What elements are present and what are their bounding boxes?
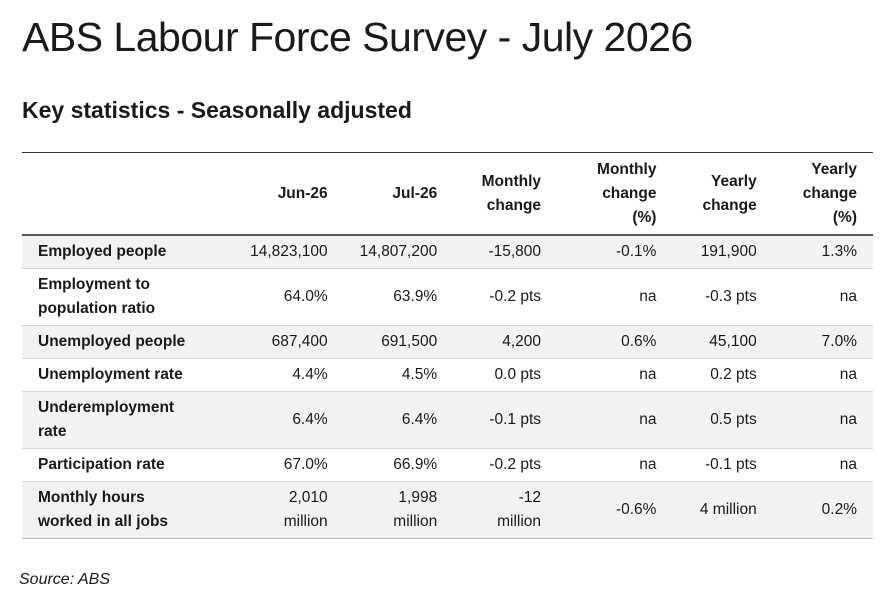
column-header: Yearly change [672, 152, 773, 236]
table-cell: -0.3 pts [672, 268, 773, 326]
row-label: Participation rate [22, 448, 235, 482]
header-blank-cell [22, 152, 235, 236]
table-cell: 0.0 pts [453, 358, 558, 392]
table-cell: -0.2 pts [453, 448, 558, 482]
table-cell: 4.5% [343, 358, 454, 392]
table-cell: -12 million [453, 481, 558, 539]
table-cell: 4.4% [234, 358, 344, 392]
table-cell: 191,900 [672, 235, 773, 269]
table-cell: 691,500 [343, 325, 454, 359]
key-statistics-table: Jun-26 Jul-26 Monthly change Monthly cha… [22, 152, 873, 539]
table-cell: na [557, 268, 673, 326]
table-cell: na [557, 391, 673, 449]
table-cell: -0.2 pts [453, 268, 558, 326]
table-cell: 14,823,100 [234, 235, 344, 269]
table-cell: 7.0% [772, 325, 873, 359]
table-cell: 64.0% [234, 268, 344, 326]
table-row: Employment to population ratio 64.0% 63.… [22, 268, 873, 326]
page-title: ABS Labour Force Survey - July 2026 [22, 14, 693, 60]
table-row: Unemployed people 687,400 691,500 4,200 … [22, 325, 873, 359]
table-row: Employed people 14,823,100 14,807,200 -1… [22, 235, 873, 269]
table-cell: na [772, 391, 873, 449]
table-cell: -0.1% [557, 235, 673, 269]
table-row: Unemployment rate 4.4% 4.5% 0.0 pts na 0… [22, 358, 873, 392]
table-cell: -0.1 pts [672, 448, 773, 482]
table-cell: na [772, 358, 873, 392]
header-row: Jun-26 Jul-26 Monthly change Monthly cha… [22, 152, 873, 236]
column-header: Monthly change [453, 152, 558, 236]
table-cell: 0.2 pts [672, 358, 773, 392]
table-cell: na [557, 448, 673, 482]
table-cell: 63.9% [343, 268, 454, 326]
table-cell: na [557, 358, 673, 392]
table-cell: 0.6% [557, 325, 673, 359]
column-header: Jul-26 [343, 152, 454, 236]
table-cell: 687,400 [234, 325, 344, 359]
source-note: Source: ABS [19, 571, 111, 588]
row-label: Employment to population ratio [22, 268, 235, 326]
table-cell: 1,998 million [343, 481, 454, 539]
table-cell: -0.6% [557, 481, 673, 539]
table-row: Monthly hours worked in all jobs 2,010 m… [22, 481, 873, 539]
column-header: Monthly change (%) [557, 152, 673, 236]
row-label: Monthly hours worked in all jobs [22, 481, 235, 539]
table-row: Underemployment rate 6.4% 6.4% -0.1 pts … [22, 391, 873, 449]
table-cell: na [772, 268, 873, 326]
table-cell: -0.1 pts [453, 391, 558, 449]
table-cell: -15,800 [453, 235, 558, 269]
table-cell: 0.2% [772, 481, 873, 539]
column-header: Jun-26 [234, 152, 344, 236]
table-cell: 66.9% [343, 448, 454, 482]
row-label: Unemployment rate [22, 358, 235, 392]
column-header: Yearly change (%) [772, 152, 873, 236]
table-cell: 6.4% [343, 391, 454, 449]
row-label: Employed people [22, 235, 235, 269]
table-cell: 67.0% [234, 448, 344, 482]
table-cell: 45,100 [672, 325, 773, 359]
table-cell: 6.4% [234, 391, 344, 449]
table-cell: 0.5 pts [672, 391, 773, 449]
row-label: Unemployed people [22, 325, 235, 359]
table-cell: na [772, 448, 873, 482]
table-subtitle: Key statistics - Seasonally adjusted [22, 97, 412, 123]
row-label: Underemployment rate [22, 391, 235, 449]
table-cell: 14,807,200 [343, 235, 454, 269]
table-cell: 1.3% [772, 235, 873, 269]
table-cell: 4,200 [453, 325, 558, 359]
table-cell: 4 million [672, 481, 773, 539]
table-cell: 2,010 million [234, 481, 344, 539]
table-row: Participation rate 67.0% 66.9% -0.2 pts … [22, 448, 873, 482]
